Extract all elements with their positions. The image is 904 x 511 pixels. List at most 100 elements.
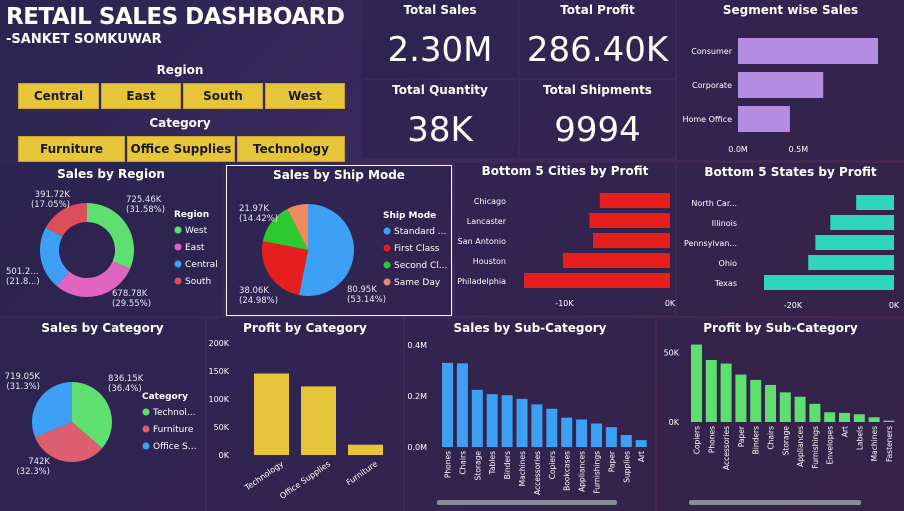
kpi-total-shipments-label: Total Shipments <box>543 83 652 97</box>
profitsub-axis-label: Accessories <box>722 426 731 470</box>
profitsub-axis-label: Copiers <box>693 426 702 454</box>
salessub-bar <box>546 408 558 447</box>
region-sales-panel: Sales by Region 725.46K (31.58%) 678.78K (2… <box>0 164 222 316</box>
profitsub-tick-label: 0K <box>669 418 680 427</box>
category-sales-panel: Sales by Category 836.15K (36.4%) 742K (32.… <box>0 318 205 511</box>
salessub-axis-label: Supplies <box>622 451 631 483</box>
pie-data-label: 678.78K <box>112 289 148 299</box>
pie-data-label: 38.06K <box>239 286 269 296</box>
legend-marker <box>174 226 182 234</box>
legend-label: West <box>185 226 208 236</box>
kpi-total-profit: Total Profit 286.40K <box>520 0 675 78</box>
region-filter-east[interactable]: East <box>101 83 181 109</box>
region-filter-central[interactable]: Central <box>18 83 99 109</box>
salessub-axis-label: Tables <box>488 451 497 475</box>
salessub-tick-label: 0.4M <box>407 341 427 350</box>
pie-data-label: 80.95K <box>347 285 377 295</box>
legend-marker <box>174 243 182 251</box>
salessub-axis-label: Storage <box>473 451 482 481</box>
category-filter-technology[interactable]: Technology <box>237 136 345 162</box>
legend-marker <box>142 408 150 416</box>
state-tick-label: -20K <box>784 301 803 310</box>
pie-data-pct: (53.14%) <box>347 295 386 305</box>
city-bar <box>599 193 670 208</box>
pie-data-label: 836.15K <box>108 374 144 384</box>
cities-profit-title: Bottom 5 Cities by Profit <box>481 164 649 178</box>
city-bar <box>592 233 670 248</box>
segment-tick-label: 0.5M <box>789 145 809 154</box>
subcat-sales-chart: 0.0M 0.2M 0.4M Phones Chairs Storage Tables Bin… <box>407 341 647 495</box>
salessub-tick-label: 0.0M <box>407 443 427 452</box>
legend-label: First Class <box>394 244 440 254</box>
city-bar <box>589 213 670 228</box>
kpi-total-sales-value: 2.30M <box>387 30 493 70</box>
category-filter-furniture[interactable]: Furniture <box>18 136 125 162</box>
pie-slice <box>262 208 308 250</box>
pie-data-pct: (31.3%) <box>6 382 40 392</box>
cities-profit-chart: Chicago Lancaster San Antonio Houston Philad… <box>457 193 675 308</box>
pie-slice <box>87 203 134 269</box>
state-axis-label: Ohio <box>719 259 738 268</box>
cities-profit-panel: Bottom 5 Cities by Profit Chicago Lancast… <box>455 163 675 315</box>
legend-label: Central <box>185 260 218 270</box>
category-sales-title: Sales by Category <box>41 321 164 335</box>
legend-label: Technol... <box>152 408 195 418</box>
state-axis-label: North Car... <box>691 199 737 208</box>
profitsub-tick-label: 50K <box>664 348 680 357</box>
salessub-bar <box>576 419 588 447</box>
salessub-bar <box>456 363 468 447</box>
profitsub-bar <box>794 396 806 422</box>
pie-data-pct: (24.98%) <box>239 296 278 306</box>
legend-label: Furniture <box>153 425 194 435</box>
subcat-profit-chart: 0K 50K Copiers Phones Accessories Paper Binder… <box>664 344 895 470</box>
state-bar <box>856 195 894 210</box>
region-filter-label: Region <box>156 63 204 77</box>
category-filter-office-supplies[interactable]: Office Supplies <box>127 136 235 162</box>
salessub-axis-label: Chairs <box>458 451 467 475</box>
kpi-total-profit-label: Total Profit <box>560 3 635 17</box>
salessub-bar <box>516 398 528 447</box>
pie-data-pct: (36.4%) <box>108 384 142 394</box>
profitcat-tick-label: 150K <box>208 367 229 376</box>
profitsub-axis-label: Art <box>841 426 850 437</box>
profitsub-bar <box>750 379 762 422</box>
pie-data-label: 719.05K <box>5 372 41 382</box>
salessub-axis-label: Copiers <box>548 451 557 479</box>
salessub-bar <box>531 404 543 447</box>
pie-slice <box>287 204 308 250</box>
kpi-total-shipments-value: 9994 <box>554 110 641 150</box>
subcat-sales-scrollbar[interactable] <box>437 500 617 505</box>
pie-data-label: 391.72K <box>35 190 71 200</box>
legend-marker <box>383 278 391 286</box>
pie-slice <box>31 382 72 438</box>
subcat-profit-scrollbar[interactable] <box>689 500 861 505</box>
region-sales-chart: 725.46K(31.58%) 678.78K(29.55%) 501.2...(2… <box>6 190 218 309</box>
city-axis-label: Chicago <box>474 197 506 206</box>
salessub-axis-label: Phones <box>444 451 453 478</box>
profitsub-bar <box>765 384 776 422</box>
region-filter-south[interactable]: South <box>183 83 263 109</box>
profitsub-axis-label: Fasteners <box>885 426 894 462</box>
legend-label: Standard ... <box>394 227 446 237</box>
pie-slice <box>56 261 131 297</box>
profitcat-bar <box>348 444 383 455</box>
profitsub-axis-label: Phones <box>707 426 716 453</box>
city-axis-label: Philadelphia <box>457 277 506 286</box>
states-profit-title: Bottom 5 States by Profit <box>704 165 877 179</box>
pie-data-label: 742K <box>28 457 50 467</box>
salessub-bar <box>501 395 513 447</box>
salessub-axis-label: Accessories <box>533 451 542 495</box>
subcat-sales-title: Sales by Sub-Category <box>453 321 607 335</box>
legend-marker <box>383 244 391 252</box>
profitsub-axis-label: Paper <box>737 425 746 447</box>
salessub-bar <box>561 417 573 447</box>
legend-marker <box>174 260 182 268</box>
category-filter-label: Category <box>149 116 211 130</box>
salessub-bar <box>591 423 602 447</box>
kpi-total-quantity: Total Quantity 38K <box>362 80 518 158</box>
profitsub-bar <box>809 403 821 422</box>
region-filter-west[interactable]: West <box>265 83 345 109</box>
pie-data-label: 21.97K <box>239 204 269 214</box>
profitsub-axis-label: Machines <box>870 426 879 461</box>
